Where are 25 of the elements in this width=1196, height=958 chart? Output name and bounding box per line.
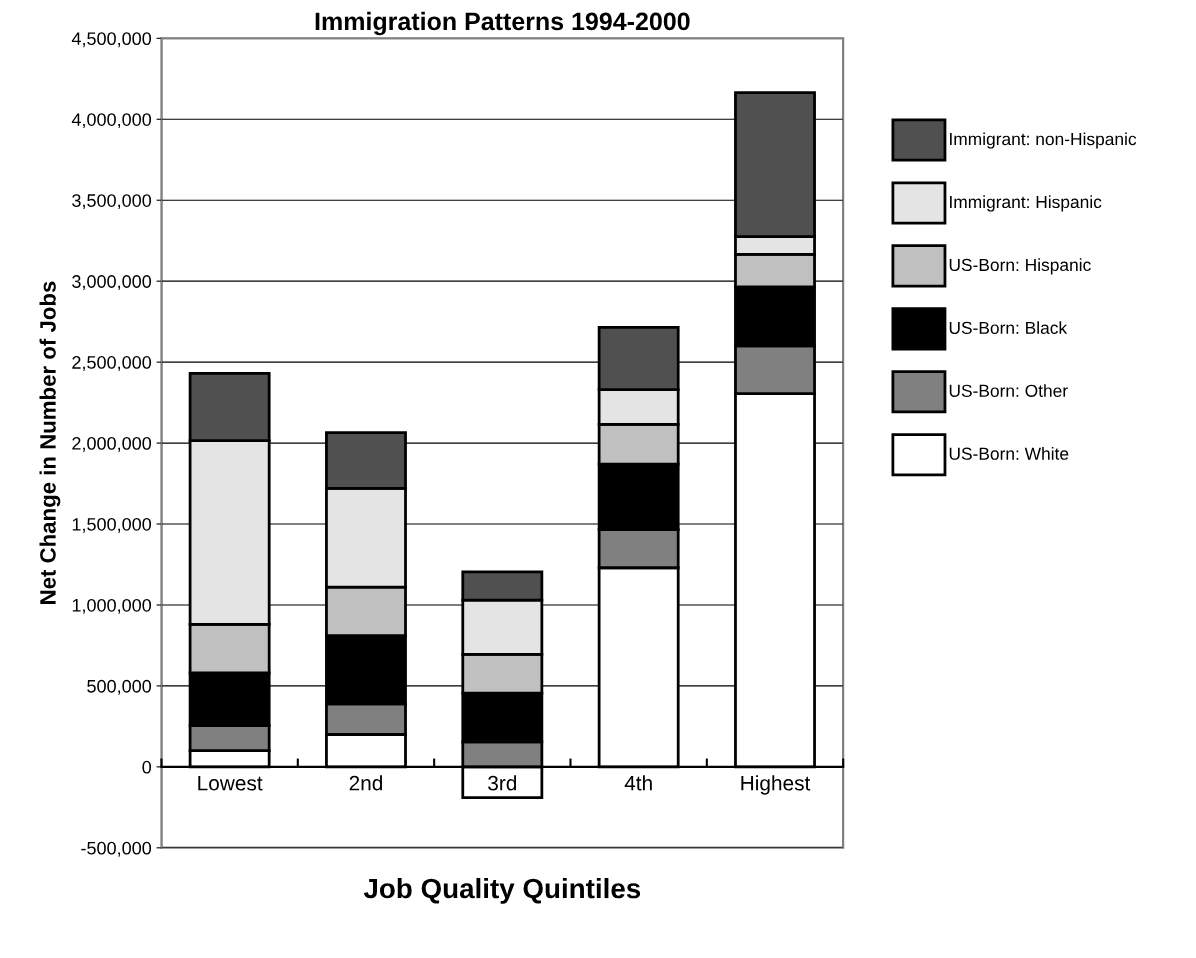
chart-title: Immigration Patterns 1994-2000 — [315, 11, 690, 36]
y-tick-label: 4,500,000 — [71, 32, 152, 48]
y-tick-label: -500,000 — [81, 841, 152, 857]
y-tick-label: 3,000,000 — [72, 275, 152, 291]
legend-label: Immigrant: Hispanic — [950, 195, 1102, 212]
y-axis-title: Net Change in Number of Jobs — [39, 281, 61, 604]
legend-label: US-Born: Black — [949, 321, 1068, 334]
x-tick-label: Lowest — [198, 775, 263, 791]
y-tick-label: 1,500,000 — [72, 517, 152, 533]
x-tick-label: Highest — [741, 775, 811, 795]
y-tick-label: 4,000,000 — [71, 113, 152, 129]
y-tick-label: 500,000 — [87, 679, 152, 695]
y-tick-label: 3,500,000 — [72, 194, 152, 210]
y-tick-label: 2,500,000 — [72, 356, 152, 371]
legend-label: US-Born: Other — [949, 384, 1068, 397]
legend-label: Immigrant: non-Hispanic — [950, 132, 1137, 149]
x-axis-title: Job Quality Quintiles — [363, 877, 641, 904]
legend-label: US-Born: Hispanic — [949, 258, 1091, 275]
x-tick-label: 2nd — [349, 775, 383, 791]
y-tick-label: 1,000,000 — [72, 598, 152, 614]
y-tick-label: 0 — [142, 760, 152, 774]
x-tick-label: 4th — [624, 775, 652, 791]
legend-label: US-Born: White — [949, 447, 1069, 460]
y-tick-label: 2,000,000 — [72, 437, 152, 452]
x-tick-label: 3rd — [488, 775, 517, 791]
